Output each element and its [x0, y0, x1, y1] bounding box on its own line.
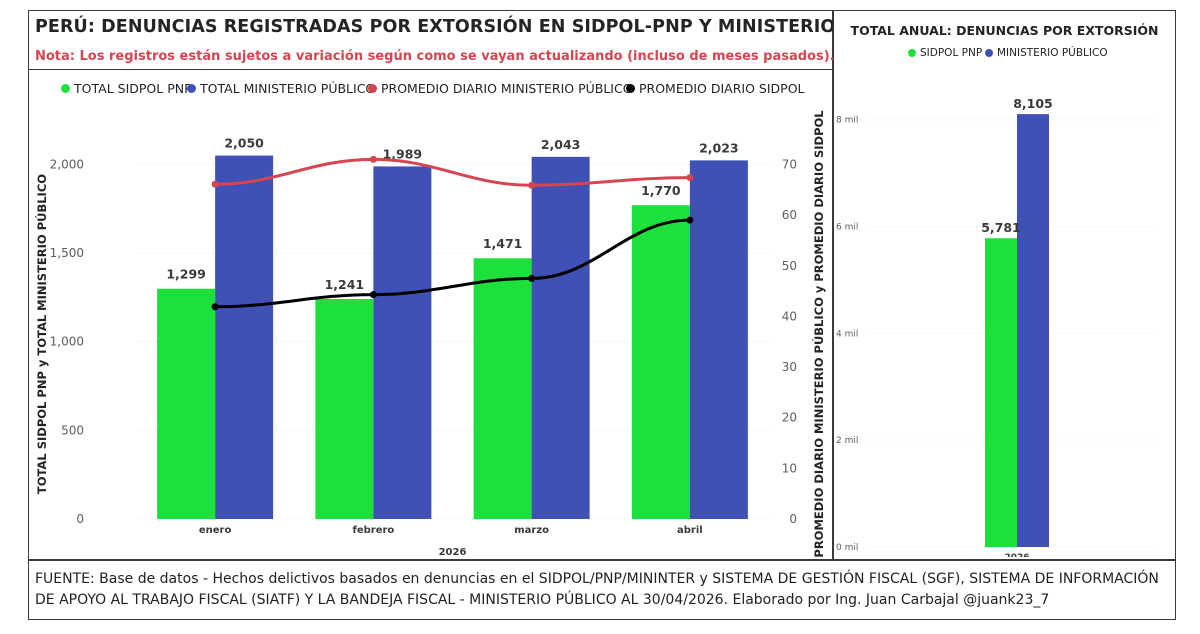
legend-item-promedio-sidpol[interactable]: PROMEDIO DIARIO SIDPOL	[626, 81, 805, 96]
y2-tick-label: 40	[782, 309, 797, 323]
side-legend-label-ministerio: MINISTERIO PÚBLICO	[997, 47, 1108, 59]
point-promedio-ministerio	[211, 180, 219, 188]
legend-dot-promedio-sidpol	[626, 84, 635, 93]
bar-ministerio	[373, 166, 432, 519]
data-label-sidpol: 1,299	[166, 267, 206, 282]
y-tick-label: 2,000	[50, 157, 84, 171]
annual-bar-chart: 0 mil 2 mil 4 mil 6 mil 8 mil 5,781 8,105 2026	[836, 96, 1154, 557]
x-tick-label: enero	[199, 525, 232, 536]
note-text: Nota: Los registros están sujetos a vari…	[35, 49, 835, 64]
y-tick-label: 6 mil	[836, 223, 858, 233]
legend-dot-sidpol	[61, 84, 70, 93]
x-axis-title: 2026	[439, 547, 467, 558]
bar-sidpol	[631, 205, 690, 519]
legend-item-sidpol[interactable]: TOTAL SIDPOL PNP	[61, 81, 192, 96]
data-label-sidpol: 1,770	[641, 183, 681, 198]
legend-label-promedio-sidpol: PROMEDIO DIARIO SIDPOL	[639, 81, 805, 96]
x-tick-label: marzo	[514, 525, 549, 536]
title-box: PERÚ: DENUNCIAS REGISTRADAS POR EXTORSIÓ…	[29, 11, 928, 70]
annual-chart-panel: TOTAL ANUAL: DENUNCIAS POR EXTORSIÓN SID…	[833, 10, 1176, 560]
data-label-ministerio: 2,043	[541, 137, 581, 152]
data-label-annual-ministerio: 8,105	[1013, 96, 1053, 111]
data-label-sidpol: 1,241	[325, 277, 365, 292]
data-label-sidpol: 1,471	[483, 236, 523, 251]
data-label-ministerio: 1,989	[383, 146, 423, 161]
y2-axis-title: PROMEDIO DIARIO MINISTERIO PÚBLICO y PRO…	[811, 110, 826, 558]
data-label-annual-sidpol: 5,781	[981, 220, 1021, 235]
data-label-ministerio: 2,050	[224, 136, 264, 151]
y-axis-title: TOTAL SIDPOL PNP y TOTAL MINISTERIO PÚBL…	[34, 174, 49, 494]
legend-label-promedio-ministerio: PROMEDIO DIARIO MINISTERIO PÚBLICO	[381, 81, 633, 96]
point-promedio-sidpol	[369, 291, 377, 299]
line-promedio-ministerio	[215, 157, 690, 187]
bar-annual-ministerio	[1017, 114, 1049, 547]
side-legend-label-sidpol: SIDPOL PNP	[920, 47, 983, 59]
legend-dot-promedio-ministerio	[368, 84, 377, 93]
bar-ministerio	[215, 155, 274, 519]
bar-sidpol	[473, 258, 532, 519]
source-text: FUENTE: Base de datos - Hechos delictivo…	[35, 571, 1159, 608]
y2-tick-label: 50	[782, 259, 797, 273]
side-legend-item-ministerio[interactable]: MINISTERIO PÚBLICO	[985, 47, 1108, 59]
legend-item-ministerio[interactable]: TOTAL MINISTERIO PÚBLICO	[187, 81, 375, 96]
point-promedio-ministerio	[369, 155, 377, 163]
data-label-ministerio: 2,023	[699, 140, 739, 155]
point-promedio-sidpol	[528, 274, 536, 282]
bar-ministerio	[531, 156, 590, 519]
monthly-combo-chart: 0 500 1,000 1,500 2,000 0 10 20 30 40 50 60 70 1,299 2…	[34, 110, 826, 558]
footer-source: FUENTE: Base de datos - Hechos delictivo…	[28, 560, 1176, 620]
side-legend-dot-sidpol	[908, 49, 916, 57]
y-tick-label: 500	[61, 423, 84, 437]
line-promedio-sidpol	[215, 218, 690, 309]
side-legend-dot-ministerio	[985, 49, 993, 57]
y-tick-label: 4 mil	[836, 329, 858, 339]
point-promedio-sidpol	[686, 216, 694, 224]
x-tick-label: abril	[677, 525, 703, 536]
annual-chart-title: TOTAL ANUAL: DENUNCIAS POR EXTORSIÓN	[850, 23, 1159, 38]
y-tick-label: 8 mil	[836, 116, 858, 126]
bar-sidpol	[315, 299, 374, 519]
y2-tick-label: 30	[782, 360, 797, 374]
y2-tick-label: 20	[782, 411, 797, 425]
page-title: PERÚ: DENUNCIAS REGISTRADAS POR EXTORSIÓ…	[35, 17, 928, 37]
legend-dot-ministerio	[187, 84, 196, 93]
side-legend-item-sidpol[interactable]: SIDPOL PNP	[908, 47, 982, 59]
y-tick-label: 0	[76, 512, 84, 526]
bar-ministerio	[689, 160, 748, 520]
point-promedio-ministerio	[686, 174, 694, 182]
point-promedio-sidpol	[211, 303, 219, 311]
legend-label-sidpol: TOTAL SIDPOL PNP	[74, 81, 192, 96]
y-tick-label: 0 mil	[836, 543, 858, 553]
bar-sidpol	[157, 288, 216, 519]
legend-label-ministerio: TOTAL MINISTERIO PÚBLICO	[200, 81, 376, 96]
x-tick-label: febrero	[352, 525, 394, 536]
legend-item-promedio-ministerio[interactable]: PROMEDIO DIARIO MINISTERIO PÚBLICO	[368, 81, 633, 96]
y2-tick-label: 0	[789, 512, 797, 526]
point-promedio-ministerio	[528, 181, 536, 189]
x-tick-label: 2026	[1004, 553, 1029, 557]
bar-annual-sidpol	[985, 238, 1017, 547]
y2-tick-label: 70	[782, 157, 797, 171]
y2-tick-label: 60	[782, 208, 797, 222]
y-tick-label: 1,000	[50, 335, 84, 349]
y-tick-label: 2 mil	[836, 436, 858, 446]
y-tick-label: 1,500	[50, 246, 84, 260]
monthly-chart-panel: PERÚ: DENUNCIAS REGISTRADAS POR EXTORSIÓ…	[28, 10, 928, 560]
y2-tick-label: 10	[782, 461, 797, 475]
